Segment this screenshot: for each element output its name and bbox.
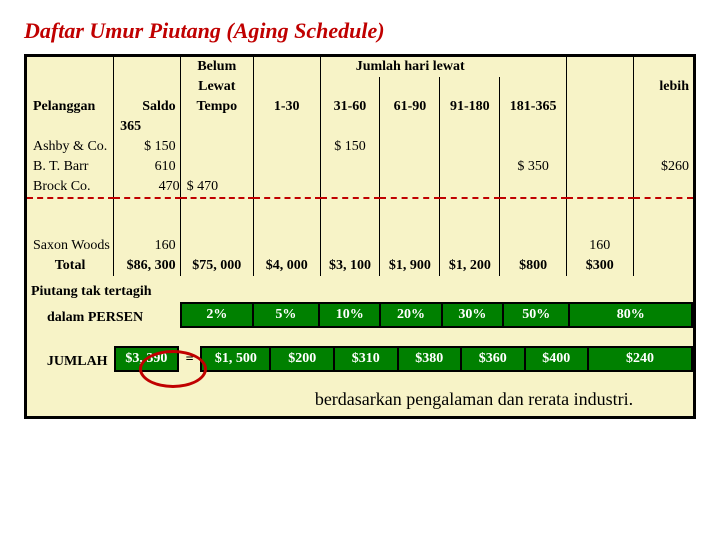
cust-name: Ashby & Co. [27,137,114,157]
hdr-lebih: lebih [633,77,693,97]
jumlah-label: JUMLAH [27,346,114,372]
hdr-365: 365 [114,117,181,137]
footer-note: berdasarkan pengalaman dan rerata indust… [267,389,681,410]
jumlah-v5: $400 [525,347,589,371]
total-c4: $1, 200 [440,256,500,276]
cust-val: $ 470 [180,177,253,198]
hdr-pelanggan: Pelanggan [27,97,114,117]
total-saldo: $86, 300 [114,256,181,276]
jumlah-row: $3, 390 = $1, 500 $200 $310 $380 $360 $4… [115,347,692,371]
total-c2: $3, 100 [320,256,380,276]
table-row: B. T. Barr 610 $ 350 $260 [27,157,693,177]
jumlah-v0: $1, 500 [201,347,270,371]
hdr-jumlah-hari: Jumlah hari lewat [320,57,500,77]
jumlah-v1: $200 [270,347,334,371]
hdr-belum: Belum [180,57,253,77]
table-row: Brock Co. 470 $ 470 [27,177,693,198]
pct-v0: 2% [181,303,253,327]
dashed-divider [27,198,693,236]
cust-val: $260 [633,157,693,177]
cust-saldo: $ 150 [114,137,181,157]
jumlah-v6: $240 [588,347,692,371]
hdr-lewat: Lewat [180,77,253,97]
total-c3: $1, 900 [380,256,440,276]
pct-v1: 5% [253,303,319,327]
pct-v4: 30% [442,303,503,327]
jumlah-v3: $380 [398,347,462,371]
totals-row: Total $86, 300 $75, 000 $4, 000 $3, 100 … [27,256,693,276]
table-row: Ashby & Co. $ 150 $ 150 [27,137,693,157]
pct-label-2: dalam PERSEN [27,302,180,328]
hdr-c1: 1-30 [253,97,320,117]
total-c6: $300 [566,256,633,276]
cust-val: $ 150 [320,137,380,157]
hdr-c2: 31-60 [320,97,380,117]
percent-row: 2% 5% 10% 20% 30% 50% 80% [181,303,692,327]
aging-table-container: Belum Jumlah hari lewat Lewat lebih Pela… [24,54,696,419]
table-row: Saxon Woods 160 160 [27,236,693,256]
hdr-saldo: Saldo [114,97,181,117]
hdr-c3: 61-90 [380,97,440,117]
cust-val: 160 [566,236,633,256]
jumlah-total: $3, 390 [115,347,179,371]
pct-label-1: Piutang tak tertagih [27,282,180,302]
cust-saldo: 160 [114,236,181,256]
jumlah-v2: $310 [334,347,398,371]
total-tempo: $75, 000 [180,256,253,276]
aging-table: Belum Jumlah hari lewat Lewat lebih Pela… [27,57,693,416]
cust-val: $ 350 [500,157,567,177]
page-title: Daftar Umur Piutang (Aging Schedule) [24,18,696,44]
cust-name: Brock Co. [27,177,114,198]
jumlah-v4: $360 [461,347,525,371]
hdr-c5: 181-365 [500,97,567,117]
total-c1: $4, 000 [253,256,320,276]
cust-name: B. T. Barr [27,157,114,177]
cust-name: Saxon Woods [27,236,114,256]
pct-v2: 10% [319,303,380,327]
cust-saldo: 470 [114,177,181,198]
pct-v3: 20% [380,303,441,327]
cust-saldo: 610 [114,157,181,177]
total-label: Total [27,256,114,276]
equals-sign: = [178,347,201,371]
total-c5: $800 [500,256,567,276]
pct-v5: 50% [503,303,569,327]
hdr-c4: 91-180 [440,97,500,117]
pct-v6: 80% [569,303,692,327]
hdr-tempo: Tempo [180,97,253,117]
